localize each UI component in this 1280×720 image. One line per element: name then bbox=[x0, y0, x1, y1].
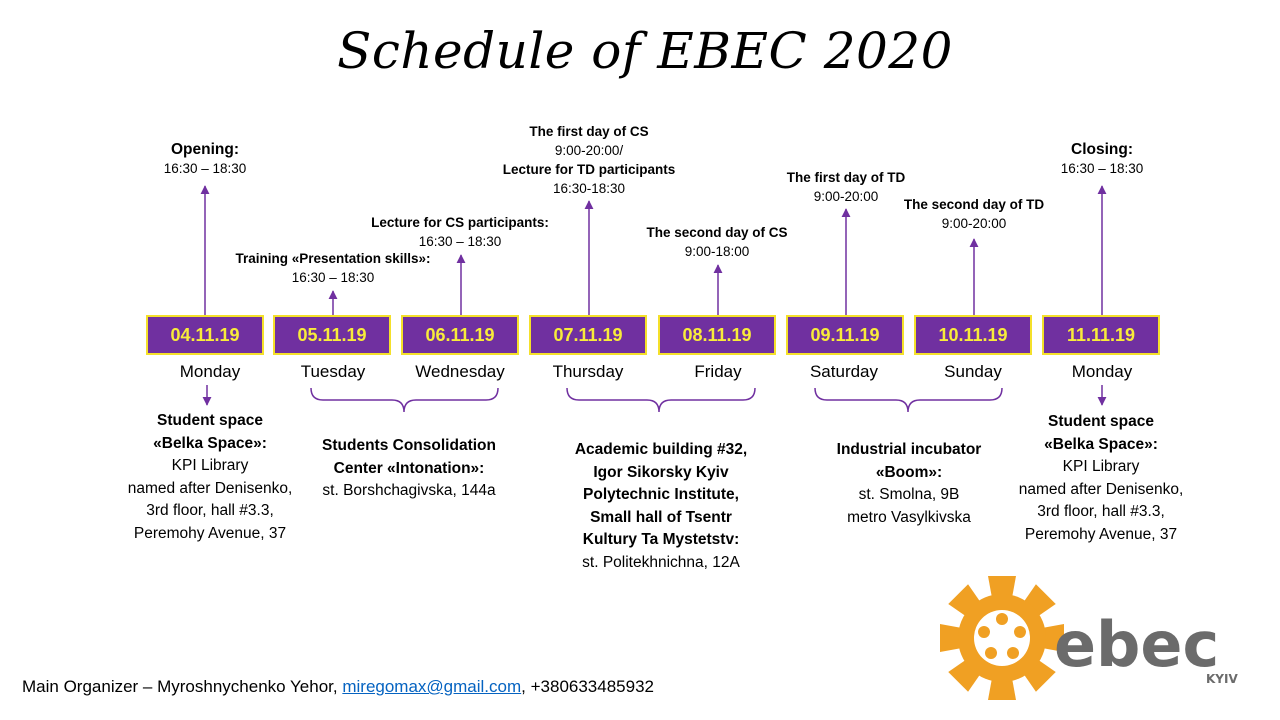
date-box-06-11: 06.11.19 bbox=[401, 315, 519, 355]
venue-address: st. Borshchagivska, 144a bbox=[322, 482, 496, 499]
organizer-name: Main Organizer – Myroshnychenko Yehor, bbox=[22, 677, 343, 696]
weekday-label: Friday bbox=[694, 362, 742, 381]
event-cs-day2: The second day of CS 9:00-18:00 bbox=[587, 223, 847, 261]
event-time: 16:30 – 18:30 bbox=[418, 234, 502, 249]
venue-address: Peremohy Avenue, 37 bbox=[1024, 525, 1178, 543]
event-time: 9:00-20:00 bbox=[813, 189, 879, 204]
event-training: Training «Presentation skills»: 16:30 – … bbox=[203, 249, 463, 287]
venue-title: Student space bbox=[1048, 413, 1154, 430]
weekday-label: Thursday bbox=[552, 362, 624, 381]
event-cs-day1: The first day of CS 9:00-20:00/ Lecture … bbox=[459, 122, 719, 198]
venue-title: Student space bbox=[157, 412, 263, 429]
event-td-day1: The first day of TD 9:00-20:00 bbox=[716, 168, 976, 206]
venue-address: 3rd floor, hall #3.3, bbox=[146, 502, 274, 519]
event-time: 9:00-18:00 bbox=[684, 244, 750, 259]
venue-address: metro Vasylkivska bbox=[847, 508, 971, 526]
event-title: Lecture for CS participants: bbox=[371, 215, 549, 230]
page-title: Schedule of EBEC 2020 bbox=[337, 22, 953, 80]
venue-address: st. Smolna, 9B bbox=[858, 486, 960, 503]
event-time: 16:30 – 18:30 bbox=[291, 270, 375, 285]
venue-address: named after Denisenko, bbox=[127, 479, 293, 497]
event-time: 9:00-20:00 bbox=[941, 216, 1007, 231]
date-box-10-11: 10.11.19 bbox=[914, 315, 1032, 355]
venue-boom: Industrial incubator «Boom»: st. Smolna,… bbox=[789, 439, 1029, 529]
venue-address: Peremohy Avenue, 37 bbox=[133, 524, 287, 542]
venue-title: Center «Intonation»: bbox=[333, 459, 485, 477]
venue-academic: Academic building #32, Igor Sikorsky Kyi… bbox=[536, 439, 786, 574]
venue-title: «Belka Space»: bbox=[1044, 435, 1158, 453]
venue-belka-start: Student space «Belka Space»: KPI Library… bbox=[100, 410, 320, 545]
date-box-07-11: 07.11.19 bbox=[529, 315, 647, 355]
brace-tue-wed bbox=[310, 387, 499, 413]
venue-title: Kultury Ta Mystetstv: bbox=[582, 531, 740, 548]
gear-icon bbox=[940, 576, 1064, 700]
venue-address: KPI Library bbox=[1062, 458, 1140, 475]
event-title: The first day of CS bbox=[529, 124, 649, 139]
weekday-label: Wednesday bbox=[415, 362, 505, 381]
venue-belka-end: Student space «Belka Space»: KPI Library… bbox=[991, 411, 1211, 546]
logo-city: KYIV bbox=[1206, 672, 1238, 686]
venue-title: «Belka Space»: bbox=[153, 434, 267, 452]
venue-address: KPI Library bbox=[171, 457, 249, 474]
ebec-kyiv-logo: ebec KYIV bbox=[940, 576, 1238, 700]
event-time: 9:00-20:00/ bbox=[554, 143, 624, 158]
weekday-label: Tuesday bbox=[300, 362, 366, 381]
venue-title: Academic building #32, bbox=[574, 441, 748, 458]
event-title: Closing: bbox=[1071, 141, 1133, 158]
venue-title: Igor Sikorsky Kyiv bbox=[593, 463, 729, 481]
weekday-label: Monday bbox=[1071, 362, 1133, 381]
weekday-label: Monday bbox=[179, 362, 241, 381]
venue-title: Polytechnic Institute, bbox=[583, 486, 739, 503]
event-title-2: Lecture for TD participants bbox=[502, 162, 676, 177]
venue-address: 3rd floor, hall #3.3, bbox=[1037, 503, 1165, 520]
date-box-11-11: 11.11.19 bbox=[1042, 315, 1160, 355]
venue-title: Students Consolidation bbox=[322, 437, 496, 454]
organizer-footer: Main Organizer – Myroshnychenko Yehor, m… bbox=[22, 677, 654, 697]
brace-thu-fri bbox=[566, 387, 756, 413]
event-time: 16:30 – 18:30 bbox=[1060, 161, 1144, 176]
event-closing: Closing: 16:30 – 18:30 bbox=[972, 140, 1232, 178]
date-box-05-11: 05.11.19 bbox=[273, 315, 391, 355]
venue-title: «Boom»: bbox=[875, 463, 943, 481]
date-box-09-11: 09.11.19 bbox=[786, 315, 904, 355]
organizer-email-link[interactable]: miregomax@gmail.com bbox=[342, 677, 522, 696]
weekday-label: Saturday bbox=[809, 362, 879, 381]
event-td-day2: The second day of TD 9:00-20:00 bbox=[844, 195, 1104, 233]
venue-intonation: Students Consolidation Center «Intonatio… bbox=[289, 435, 529, 503]
weekday-label: Sunday bbox=[944, 362, 1002, 381]
event-title: The second day of CS bbox=[646, 225, 788, 240]
date-box-08-11: 08.11.19 bbox=[658, 315, 776, 355]
event-title: Training «Presentation skills»: bbox=[235, 251, 431, 266]
venue-title: Small hall of Tsentr bbox=[590, 508, 732, 526]
event-opening: Opening: 16:30 – 18:30 bbox=[75, 140, 335, 178]
event-lecture-cs: Lecture for CS participants: 16:30 – 18:… bbox=[330, 213, 590, 251]
venue-address: st. Politekhnichna, 12A bbox=[582, 553, 740, 571]
brace-sat-sun bbox=[814, 387, 1003, 413]
organizer-phone: , +380633485932 bbox=[521, 677, 654, 696]
event-time: 16:30 – 18:30 bbox=[163, 161, 247, 176]
venue-address: named after Denisenko, bbox=[1018, 480, 1184, 498]
date-box-04-11: 04.11.19 bbox=[146, 315, 264, 355]
logo-wordmark: ebec bbox=[1054, 608, 1219, 681]
event-title: The second day of TD bbox=[903, 197, 1045, 212]
venue-title: Industrial incubator bbox=[836, 441, 982, 458]
event-title: The first day of TD bbox=[786, 170, 906, 185]
event-time-2: 16:30-18:30 bbox=[552, 181, 626, 196]
event-title: Opening: bbox=[170, 141, 240, 158]
